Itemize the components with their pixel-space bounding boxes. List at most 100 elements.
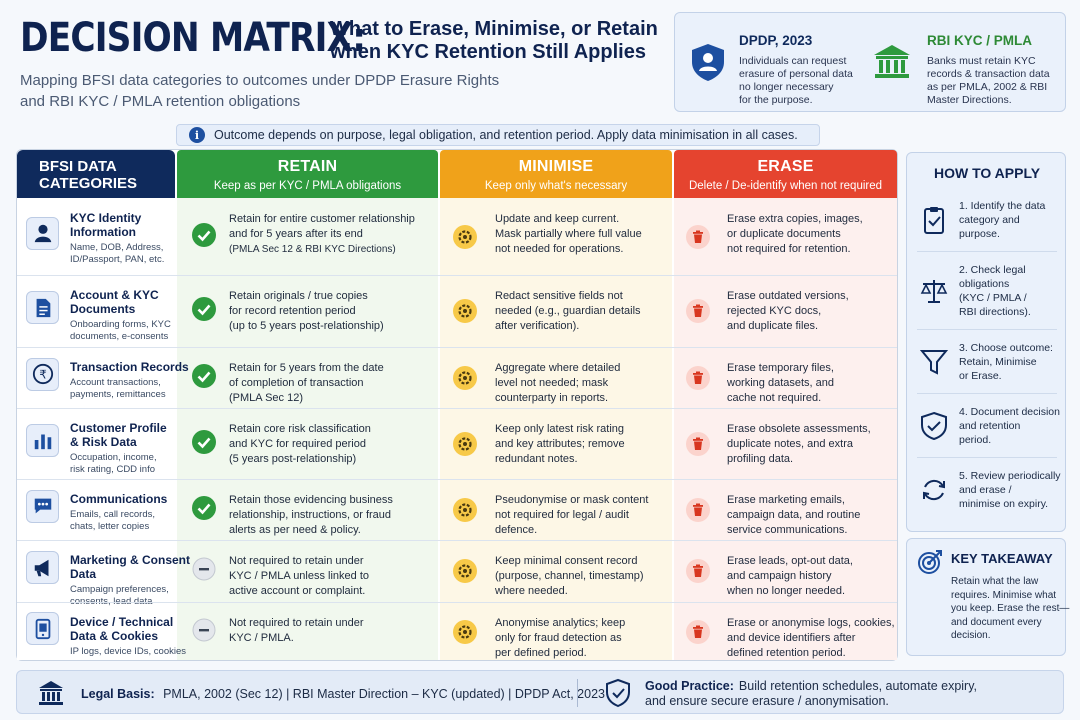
category-title: Device / Technical Data & Cookies: [70, 615, 174, 643]
funnel-icon: [919, 347, 949, 377]
erase-header: ERASE Delete / De-identify when not requ…: [674, 150, 897, 198]
page-title: DECISION MATRIX:: [20, 15, 366, 61]
check-circle-icon: [192, 297, 216, 321]
footer: Legal Basis: PMLA, 2002 (Sec 12) | RBI M…: [16, 670, 1064, 714]
trash-icon: [686, 299, 710, 323]
dash-circle-icon: [192, 618, 216, 642]
bank-icon: [39, 681, 63, 705]
gear-icon: [453, 620, 477, 644]
gear-icon: [453, 497, 477, 522]
target-icon: [918, 550, 942, 574]
retain-text: Not required to retain under KYC / PMLA u…: [229, 555, 370, 597]
device-icon: [26, 612, 59, 645]
erase-text: Erase marketing emails, campaign data, an…: [727, 494, 861, 536]
title-tagline-line: when KYC Retention Still Applies: [330, 41, 646, 63]
how-to-apply-panel: HOW TO APPLY 1. Identify the data categor…: [906, 152, 1066, 532]
minimise-text: Keep only latest risk rating and key attr…: [495, 423, 625, 465]
category-description: Campaign preferences, consents, lead data: [70, 584, 169, 607]
category-title: Transaction Records: [70, 360, 189, 374]
shield-check-icon: [606, 678, 630, 708]
regulations-panel: DPDP, 2023 Individuals can request erasu…: [674, 12, 1066, 112]
step-text: 4. Document decision and retention period.: [959, 406, 1060, 446]
step-text: 5. Review periodically and erase / minimis…: [959, 470, 1061, 510]
how-to-apply-title: HOW TO APPLY: [934, 165, 1041, 181]
minimise-text: Keep minimal consent record (purpose, cha…: [495, 555, 644, 597]
trash-icon: [686, 224, 710, 249]
gear-icon: [453, 299, 477, 323]
key-takeaway-panel: KEY TAKEAWAY Retain what the law require…: [906, 538, 1070, 656]
erase-text: Erase extra copies, images, or duplicate …: [727, 213, 863, 255]
rupee-icon: ₹: [26, 357, 59, 391]
category-description: Occupation, income, risk rating, CDD info: [70, 452, 157, 475]
megaphone-icon: [26, 551, 59, 584]
category-title: Account & KYC Documents: [70, 288, 159, 316]
minimise-text: Pseudonymise or mask content not required…: [495, 494, 649, 536]
clipboard-check-icon: [919, 205, 949, 235]
category-description: Account transactions, payments, remittanc…: [70, 377, 166, 400]
minimise-text: Anonymise analytics; keep only for fraud …: [495, 617, 626, 659]
check-circle-icon: [192, 222, 216, 247]
regulation-title: DPDP, 2023: [739, 33, 813, 48]
check-circle-icon: [192, 363, 216, 388]
user-icon: [26, 216, 59, 250]
gear-icon: [453, 559, 477, 583]
subtitle-line: and RBI KYC / PMLA retention obligations: [20, 93, 301, 110]
erase-text: Erase obsolete assessments, duplicate not…: [727, 423, 871, 465]
gear-icon: [453, 224, 477, 249]
category-description: Onboarding forms, KYC documents, e-consen…: [70, 319, 171, 342]
minimise-text: Redact sensitive fields not needed (e.g.,…: [495, 290, 641, 332]
category-title: Marketing & Consent Data: [70, 553, 191, 581]
categories-header: BFSI DATA CATEGORIES: [17, 150, 175, 198]
document-icon: [26, 291, 59, 324]
key-takeaway-text: Retain what the law requires. Minimise w…: [951, 576, 1070, 641]
title-block: DECISION MATRIX: What to Erase, Minimise…: [20, 10, 660, 112]
check-circle-icon: [192, 429, 216, 454]
category-description: Name, DOB, Address, ID/Passport, PAN, etc…: [70, 242, 165, 265]
decision-matrix: BFSI DATA CATEGORIES RETAIN Keep as per …: [16, 149, 898, 661]
key-takeaway-title: KEY TAKEAWAY: [951, 551, 1053, 566]
info-icon: i: [189, 127, 205, 143]
refresh-icon: [919, 475, 949, 505]
trash-icon: [686, 620, 710, 644]
bank-icon: [874, 45, 910, 78]
category-description: IP logs, device IDs, cookies: [70, 646, 186, 657]
check-circle-icon: [192, 495, 216, 520]
page-subtitle: Mapping BFSI data categories to outcomes…: [20, 70, 660, 112]
erase-text: Erase outdated versions, rejected KYC doc…: [727, 290, 849, 332]
trash-icon: [686, 431, 710, 456]
title-tagline-line: What to Erase, Minimise, or Retain: [330, 18, 658, 40]
legal-basis: Legal Basis: PMLA, 2002 (Sec 12) | RBI M…: [81, 687, 605, 701]
user-shield-icon: [692, 44, 724, 81]
category-title: Communications: [70, 492, 168, 506]
minimise-text: Aggregate where detailed level not needed…: [495, 362, 621, 404]
category-title: KYC Identity Information: [70, 211, 142, 239]
minimise-text: Update and keep current. Mask partially w…: [495, 213, 642, 255]
trash-icon: [686, 365, 710, 390]
scales-icon: [919, 276, 949, 306]
erase-text: Erase or anonymise logs, cookies, and dev…: [727, 617, 895, 659]
regulation-text: Individuals can request erasure of perso…: [739, 55, 853, 106]
retain-text: Retain originals / true copies for record…: [229, 290, 384, 332]
trash-icon: [686, 497, 710, 522]
subtitle-line: Mapping BFSI data categories to outcomes…: [20, 72, 500, 89]
category-description: Emails, call records, chats, letter copie…: [70, 509, 155, 532]
bar-chart-icon: [26, 423, 59, 457]
regulation-title: RBI KYC / PMLA: [927, 33, 1033, 48]
info-text: Outcome depends on purpose, legal obliga…: [214, 128, 798, 142]
regulation-text: Banks must retain KYC records & transact…: [927, 55, 1050, 106]
step-text: 2. Check legal obligations (KYC / PMLA / RB…: [959, 264, 1031, 318]
category-title: Customer Profile & Risk Data: [70, 421, 167, 449]
dash-circle-icon: [192, 557, 216, 581]
chat-icon: [26, 489, 59, 523]
erase-text: Erase temporary files, working datasets, …: [727, 362, 835, 404]
erase-text: Erase leads, opt-out data, and campaign h…: [727, 555, 853, 597]
step-text: 1. Identify the data category and purpose.: [959, 200, 1046, 240]
gear-icon: [453, 365, 477, 390]
step-text: 3. Choose outcome: Retain, Minimise or Era…: [959, 342, 1053, 382]
retain-header: RETAIN Keep as per KYC / PMLA obligation…: [177, 150, 438, 198]
trash-icon: [686, 559, 710, 583]
retain-text: Retain core risk classification and KYC f…: [229, 423, 371, 465]
retain-text: Not required to retain under KYC / PMLA.: [229, 617, 364, 644]
retain-text: Retain for 5 years from the date of compl…: [229, 362, 384, 404]
gear-icon: [453, 431, 477, 456]
